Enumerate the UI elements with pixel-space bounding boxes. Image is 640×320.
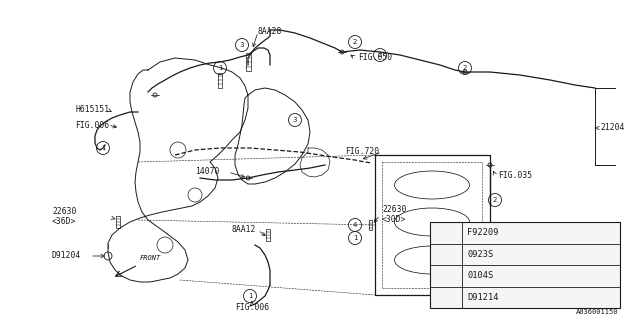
Text: FIG.006: FIG.006 xyxy=(235,303,269,313)
Bar xyxy=(369,220,371,230)
Text: 2: 2 xyxy=(463,65,467,71)
Text: FIG.035: FIG.035 xyxy=(498,171,532,180)
Text: 1: 1 xyxy=(353,235,357,241)
Text: 8AA12: 8AA12 xyxy=(232,226,257,235)
Text: FIG.050: FIG.050 xyxy=(358,53,392,62)
Text: 0104S: 0104S xyxy=(467,271,493,280)
Text: FIG.720: FIG.720 xyxy=(345,148,379,156)
Text: 22630: 22630 xyxy=(52,207,76,217)
Text: <36D>: <36D> xyxy=(52,218,76,227)
Text: 3: 3 xyxy=(240,42,244,48)
Text: D91214: D91214 xyxy=(467,293,499,302)
Text: 8AA28: 8AA28 xyxy=(258,28,282,36)
Text: H615151: H615151 xyxy=(75,106,109,115)
Bar xyxy=(430,222,620,308)
Text: D91204: D91204 xyxy=(52,252,81,260)
Text: FIG.006: FIG.006 xyxy=(75,121,109,130)
Text: FRONT: FRONT xyxy=(140,255,161,261)
Text: 2: 2 xyxy=(378,52,382,58)
Text: 21204: 21204 xyxy=(600,124,625,132)
Text: 1: 1 xyxy=(100,145,105,151)
Text: 0923S: 0923S xyxy=(467,250,493,259)
Text: F92209: F92209 xyxy=(467,228,499,237)
Bar xyxy=(116,216,120,228)
Text: A036001150: A036001150 xyxy=(575,309,618,315)
Bar xyxy=(246,53,250,71)
Text: 2: 2 xyxy=(353,39,357,45)
Text: 3: 3 xyxy=(444,273,448,279)
Text: 14070: 14070 xyxy=(195,167,220,177)
Text: 4: 4 xyxy=(353,222,357,228)
Text: 1: 1 xyxy=(248,293,252,299)
Text: 1: 1 xyxy=(218,65,222,71)
Bar xyxy=(266,229,270,241)
Text: 3: 3 xyxy=(292,117,297,123)
Text: <30D>: <30D> xyxy=(382,215,406,225)
Text: 2: 2 xyxy=(493,197,497,203)
Text: 22630: 22630 xyxy=(382,205,406,214)
Text: 1: 1 xyxy=(444,230,448,236)
Bar xyxy=(218,73,222,87)
Text: 4: 4 xyxy=(444,294,448,300)
Text: 2: 2 xyxy=(444,251,448,257)
